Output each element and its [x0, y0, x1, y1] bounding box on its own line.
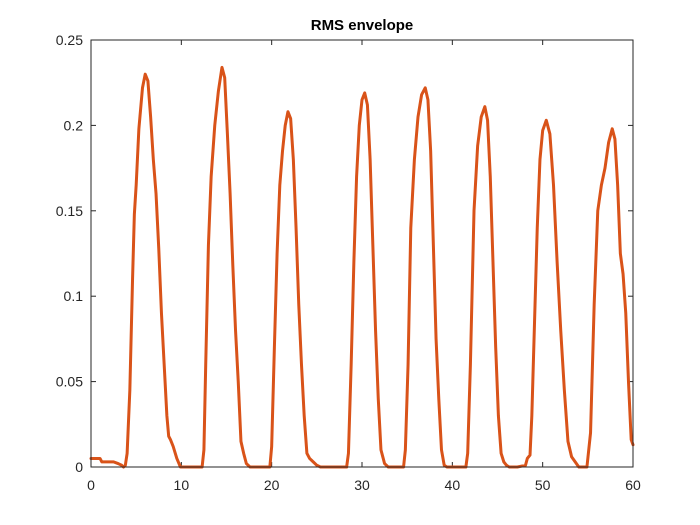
y-tick-label: 0.05	[56, 374, 83, 390]
y-tick-label: 0.1	[64, 288, 84, 304]
x-tick-label: 10	[174, 477, 190, 493]
y-tick-label: 0	[75, 459, 83, 475]
x-axis: 0 10 20 30 40 50 60	[87, 40, 641, 493]
y-axis: 0 0.05 0.1 0.15 0.2 0.25	[56, 32, 633, 475]
x-tick-label: 0	[87, 477, 95, 493]
rms-envelope-line	[89, 65, 635, 469]
x-tick-label: 40	[445, 477, 461, 493]
axes-box	[90, 39, 634, 468]
x-tick-label: 60	[625, 477, 641, 493]
y-tick-label: 0.15	[56, 203, 83, 219]
chart-title: RMS envelope	[311, 17, 414, 34]
x-tick-label: 30	[354, 477, 370, 493]
y-tick-label: 0.25	[56, 32, 83, 48]
y-tick-label: 0.2	[64, 117, 84, 133]
x-tick-label: 50	[535, 477, 551, 493]
x-tick-label: 20	[264, 477, 280, 493]
